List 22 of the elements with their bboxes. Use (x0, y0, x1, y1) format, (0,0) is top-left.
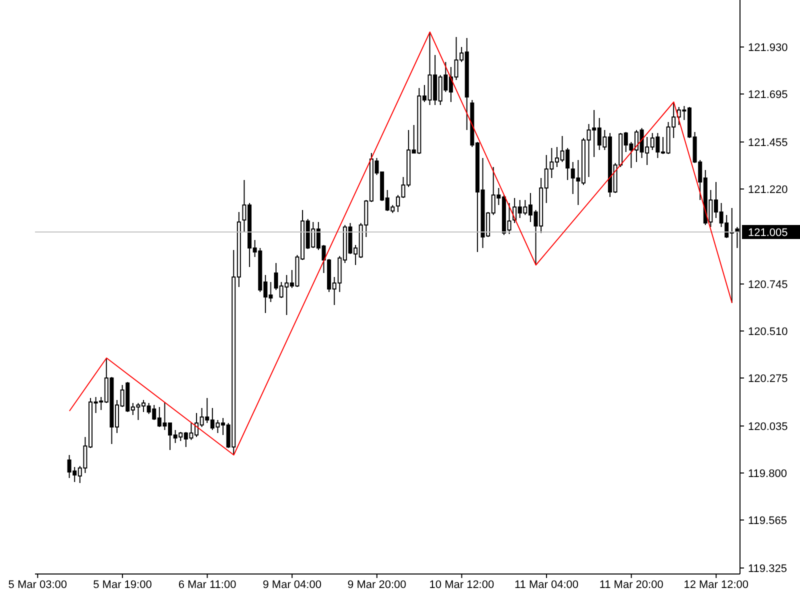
x-tick-label: 9 Mar 04:00 (262, 578, 322, 591)
x-tick-label: 6 Mar 11:00 (178, 578, 236, 591)
y-tick-label: 121.930 (748, 42, 788, 54)
y-tick-label: 119.565 (748, 514, 787, 527)
y-tick-label: 121.455 (748, 136, 788, 149)
y-tick-label: 120.745 (748, 278, 788, 291)
y-tick-label: 121.695 (748, 88, 788, 101)
y-tick-label: 119.800 (748, 468, 787, 480)
y-tick-label: 121.220 (748, 184, 788, 196)
y-tick-label: 120.035 (748, 420, 788, 433)
y-tick-label: 120.275 (748, 372, 788, 385)
x-tick-label: 10 Mar 12:00 (429, 578, 494, 591)
x-tick-label: 9 Mar 20:00 (348, 578, 406, 591)
x-tick-label: 11 Mar 20:00 (599, 578, 664, 591)
x-tick-label: 11 Mar 04:00 (514, 578, 579, 591)
x-tick-label: 12 Mar 12:00 (684, 578, 749, 591)
y-tick-label: 120.510 (748, 326, 788, 338)
x-tick-label: 5 Mar 03:00 (8, 578, 67, 591)
y-tick-label: 119.325 (748, 562, 787, 575)
ref-line-label: 121.005 (748, 227, 788, 239)
x-tick-label: 5 Mar 19:00 (93, 578, 152, 591)
line-series (68, 32, 733, 456)
